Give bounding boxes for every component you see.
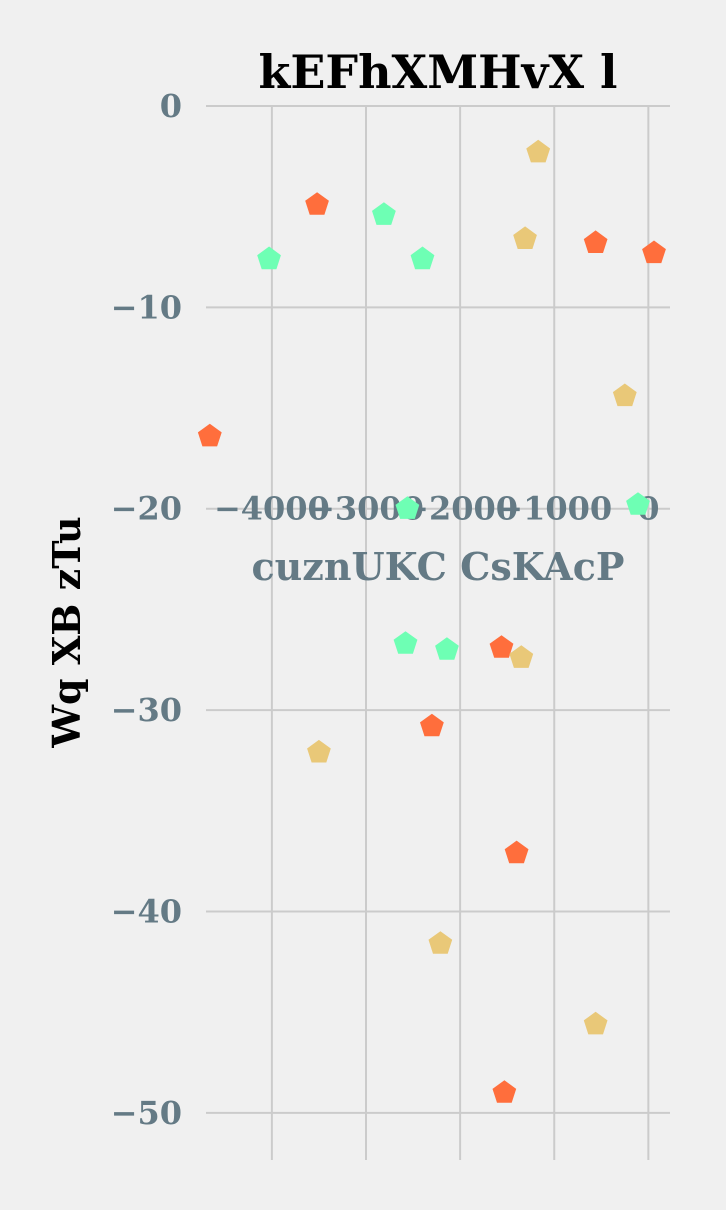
- y-tick-labels: 0 −10 −20 −30 −40 −50: [111, 87, 182, 1132]
- data-point-series-3: [583, 1011, 608, 1035]
- data-point-series-1: [583, 230, 608, 253]
- data-point-series-3: [307, 739, 331, 763]
- data-point-series-2: [626, 492, 650, 515]
- data-point-series-1: [492, 1080, 517, 1103]
- data-point-series-3: [612, 383, 637, 407]
- x-tick-label: −4000: [214, 490, 330, 528]
- data-point-series-3: [509, 645, 534, 668]
- x-tick-label: −2000: [402, 490, 518, 528]
- data-point-series-1: [642, 240, 666, 264]
- data-point-series-2: [410, 246, 435, 270]
- data-point-series-2: [435, 637, 459, 660]
- data-point-series-1: [197, 423, 222, 447]
- y-tick-label: −40: [111, 892, 182, 930]
- y-tick-label: −30: [111, 691, 182, 729]
- data-point-series-1: [489, 635, 514, 658]
- data-point-series-3: [513, 226, 537, 249]
- y-tick-label: 0: [160, 87, 182, 125]
- y-tick-label: −50: [111, 1094, 182, 1132]
- y-axis-label: Wq XB zTu: [44, 516, 89, 748]
- x-axis-label: cuznUKC CsKAcP: [252, 544, 625, 589]
- data-points: [197, 139, 666, 1103]
- y-tick-label: −10: [111, 288, 182, 326]
- data-point-series-2: [372, 202, 396, 225]
- data-point-series-1: [420, 713, 444, 737]
- data-point-series-1: [504, 840, 529, 864]
- data-point-series-1: [305, 192, 329, 215]
- data-point-series-2: [395, 496, 420, 519]
- x-tick-labels: −4000−3000−2000−1000 0: [214, 490, 660, 528]
- x-tick-label: −1000: [496, 490, 612, 528]
- grid-lines: [206, 105, 670, 1160]
- data-point-series-2: [257, 246, 281, 270]
- data-point-series-2: [393, 631, 418, 654]
- data-point-series-3: [526, 139, 551, 163]
- chart-title: kEFhXMHvX l: [258, 45, 617, 99]
- y-tick-label: −20: [111, 490, 182, 528]
- data-point-series-3: [428, 931, 453, 954]
